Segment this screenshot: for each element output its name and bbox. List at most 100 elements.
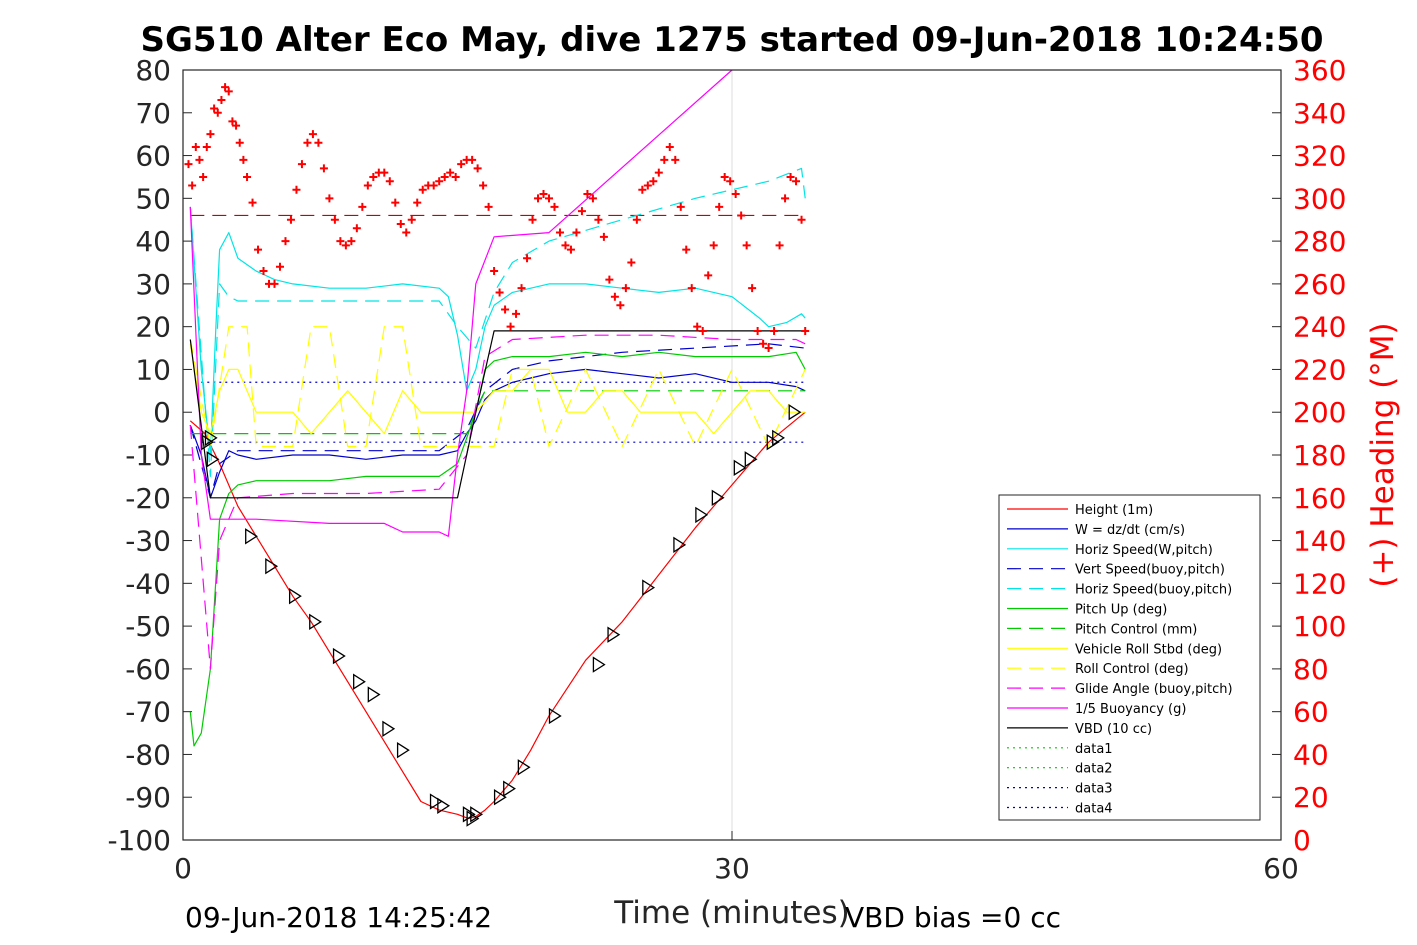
y-tick-label: -30	[125, 525, 171, 558]
legend-label: data4	[1075, 802, 1113, 817]
heading-marker	[545, 194, 553, 203]
heading-marker	[352, 224, 361, 233]
triangle-marker	[462, 806, 476, 823]
heading-marker	[561, 241, 570, 250]
triangle-marker	[607, 626, 621, 643]
heading-marker	[775, 241, 784, 250]
y-tick-label: 80	[135, 54, 171, 87]
heading-marker	[797, 215, 806, 224]
y-tick-label: -60	[125, 653, 171, 686]
y2-tick-label: 220	[1293, 353, 1346, 386]
heading-marker	[550, 202, 559, 211]
triangle-marker	[503, 780, 516, 797]
legend-label: Glide Angle (buoy,pitch)	[1075, 682, 1233, 697]
heading-marker	[792, 177, 801, 186]
triangle-marker	[772, 429, 785, 447]
heading-marker	[418, 185, 427, 194]
triangle-marker	[493, 789, 507, 806]
heading-marker	[479, 181, 488, 190]
heading-marker	[457, 160, 466, 169]
triangle-marker	[711, 489, 725, 506]
triangle-marker	[201, 433, 215, 451]
triangle-marker	[548, 707, 562, 725]
heading-marker	[523, 254, 532, 263]
y2-tick-label: 360	[1293, 54, 1346, 87]
x-tick-label: 60	[1263, 852, 1299, 885]
y-tick-label: -90	[125, 781, 171, 814]
x-tick-label: 30	[714, 852, 750, 885]
heading-marker	[698, 326, 707, 335]
legend-label: W = dz/dt (cm/s)	[1075, 523, 1185, 538]
heading-marker	[413, 198, 422, 207]
heading-marker	[588, 194, 597, 203]
y2-tick-label: 280	[1293, 225, 1346, 258]
heading-marker	[490, 267, 499, 276]
heading-marker	[195, 155, 204, 164]
triangle-marker	[437, 797, 451, 814]
heading-marker	[191, 143, 200, 151]
heading-marker	[709, 241, 718, 250]
heading-marker	[281, 237, 290, 246]
heading-marker	[188, 181, 197, 190]
y2-tick-label: 120	[1293, 567, 1346, 600]
heading-marker	[616, 301, 625, 310]
triangle-marker	[592, 656, 606, 673]
series-line	[189, 411, 806, 820]
heading-marker	[770, 326, 779, 335]
heading-marker	[336, 237, 345, 246]
heading-marker	[704, 271, 713, 280]
series-line	[189, 326, 806, 447]
y-tick-label: 30	[135, 268, 171, 301]
heading-marker	[254, 245, 263, 254]
x-tick-label: 0	[174, 852, 192, 885]
heading-marker	[270, 279, 279, 288]
heading-marker	[385, 177, 394, 186]
heading-marker	[429, 181, 438, 190]
y2-tick-label: 260	[1293, 268, 1346, 301]
heading-marker	[314, 138, 323, 147]
heading-marker	[495, 288, 504, 297]
heading-marker	[682, 245, 691, 254]
legend-label: Roll Control (deg)	[1075, 662, 1189, 677]
heading-marker	[347, 237, 356, 246]
heading-marker	[594, 215, 603, 224]
heading-marker	[228, 117, 237, 126]
heading-marker	[451, 172, 460, 181]
heading-marker	[358, 202, 367, 211]
triangle-marker	[382, 720, 396, 737]
heading-marker	[199, 172, 208, 181]
heading-marker	[217, 95, 226, 104]
left-y-axis: 80 70 60 50 40 30 20 10 0 -10 -20 -30 -40 -50 -60 -70 -8…	[107, 54, 192, 857]
heading-marker	[566, 245, 575, 254]
chart-title: SG510 Alter Eco May, dive 1275 started 0…	[140, 20, 1323, 60]
heading-marker	[599, 232, 608, 241]
heading-marker	[781, 194, 790, 203]
triangle-marker	[642, 579, 656, 596]
heading-marker	[643, 181, 652, 190]
heading-marker	[786, 172, 795, 181]
y-tick-label: -40	[125, 567, 171, 600]
y-tick-label: 20	[135, 311, 171, 344]
y-tick-label: -70	[125, 696, 171, 729]
triangle-marker	[204, 429, 218, 447]
heading-marker	[753, 326, 762, 335]
legend-label: data1	[1075, 742, 1113, 757]
heading-marker	[440, 172, 449, 181]
heading-marker	[243, 172, 252, 181]
heading-marker	[534, 194, 543, 203]
y-tick-label: 60	[135, 140, 171, 173]
heading-marker	[330, 215, 339, 224]
heading-marker	[248, 198, 257, 207]
y-tick-label: 10	[135, 353, 171, 386]
series-line	[189, 167, 806, 477]
legend: Height (1m) W = dz/dt (cm/s) Horiz Speed(W…	[998, 494, 1261, 821]
heading-marker	[210, 104, 219, 113]
y2-tick-label: 40	[1293, 738, 1329, 771]
heading-marker	[517, 284, 526, 293]
heading-marker	[583, 190, 592, 199]
series-line	[189, 351, 806, 747]
y2-tick-label: 80	[1293, 653, 1329, 686]
heading-marker	[468, 155, 477, 164]
heading-marker	[484, 202, 493, 211]
